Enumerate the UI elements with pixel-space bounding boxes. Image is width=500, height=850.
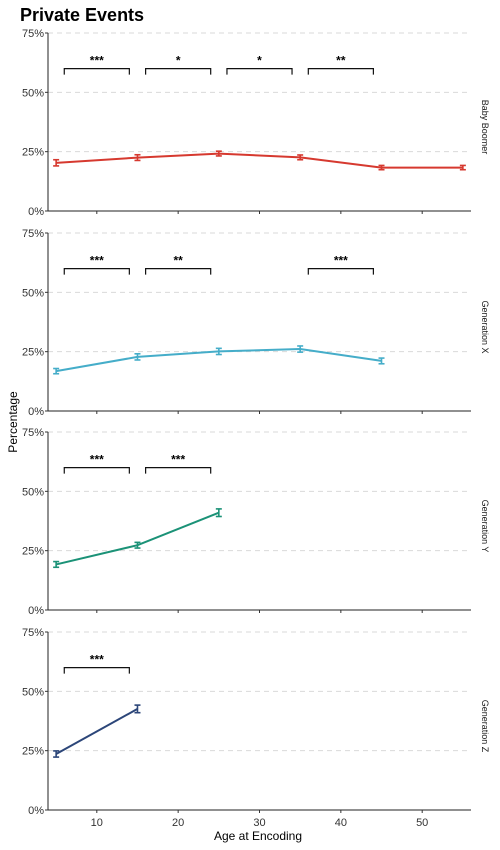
panel-generation-z: 0% 25% 50% 75% Generation Z *** 10 20 30 40 50 [22,627,490,829]
y-tick-label: 25% [22,546,44,558]
significance-label: * [176,54,181,68]
y-tick-label: 75% [22,28,44,40]
y-tick-label: 75% [22,427,44,439]
significance-label: *** [90,453,104,467]
y-tick-label: 25% [22,746,44,758]
significance-label: * [257,54,262,68]
series-line [56,152,463,169]
y-tick-label: 25% [22,147,44,159]
significance-label: *** [90,653,104,667]
significance-label: *** [171,453,185,467]
x-tick-label: 10 [91,817,103,829]
significance-bracket [226,68,293,75]
significance-bracket [63,667,130,674]
y-axis-title: Percentage [6,391,20,453]
y-tick-label: 75% [22,627,44,639]
series-line [55,511,220,566]
significance-bracket [307,68,374,75]
y-tick-label: 0% [28,605,44,617]
strip-label: Generation Y [480,500,490,553]
significance-bracket [63,68,130,75]
x-tick-label: 20 [172,817,184,829]
x-tick-label: 50 [416,817,428,829]
significance-label: ** [336,54,346,68]
strip-label: Generation X [480,300,490,353]
chart-panels: 0%25%50%75%Baby Boomer*** * * **0%25%50%75%… [22,28,490,829]
significance-bracket [63,268,130,275]
x-tick-label: 30 [253,817,265,829]
y-tick-label: 50% [22,287,44,299]
x-axis-title: Age at Encoding [214,829,302,843]
y-tick-label: 50% [22,486,44,498]
significance-bracket [145,268,212,275]
significance-label: *** [90,54,104,68]
x-tick-label: 40 [335,817,347,829]
panel-generation-x: 0%25%50%75%Generation X*** ** *** [22,228,490,418]
panel-generation-y: 0% 25% 50% 75% Generation Y *** *** [22,427,490,617]
significance-bracket [145,467,212,474]
y-tick-label: 0% [28,805,44,817]
panel-baby-boomer: 0%25%50%75%Baby Boomer*** * * ** [22,28,490,218]
significance-label: *** [90,254,104,268]
strip-label: Generation Z [480,700,490,753]
y-tick-label: 75% [22,228,44,240]
chart-title: Private Events [20,5,144,25]
significance-label: ** [173,254,183,268]
significance-bracket [307,268,374,275]
significance-bracket [145,68,212,75]
significance-label: *** [334,254,348,268]
y-tick-label: 0% [28,206,44,218]
significance-bracket [63,467,130,474]
series-line [55,708,138,755]
y-tick-label: 0% [28,406,44,418]
y-tick-label: 50% [22,686,44,698]
strip-label: Baby Boomer [480,100,490,155]
y-tick-label: 25% [22,347,44,359]
y-tick-label: 50% [22,87,44,99]
